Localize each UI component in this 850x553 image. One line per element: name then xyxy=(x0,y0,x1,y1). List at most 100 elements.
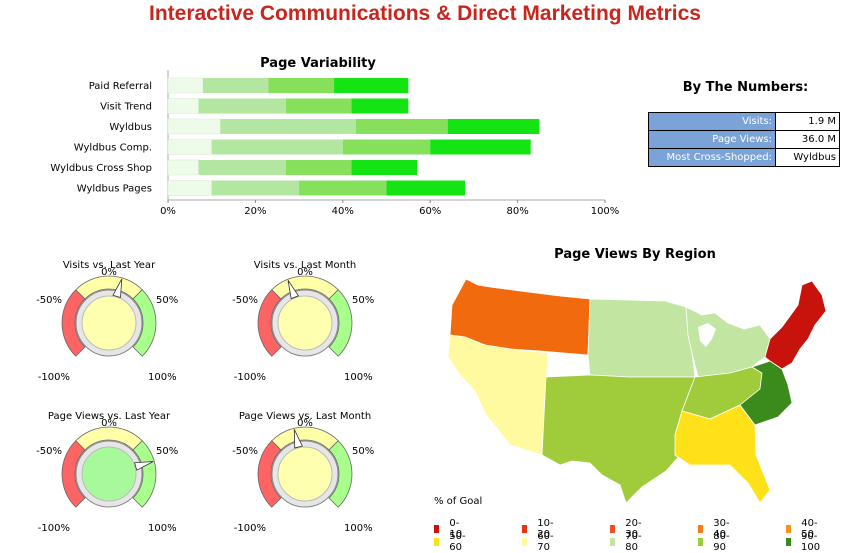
gauge-scale-label: 0% xyxy=(297,418,313,429)
numbers-value: Wyldbus xyxy=(775,148,840,167)
bar-segment xyxy=(167,180,212,196)
gauge-needle xyxy=(134,461,154,471)
numbers-row: Most Cross-Shopped: Wyldbus xyxy=(648,148,840,167)
bar-x-tick-label: 60% xyxy=(419,206,441,217)
legend-label: 90-100 xyxy=(800,531,821,553)
great-lakes xyxy=(698,323,716,347)
map-legend-item: 50-60 xyxy=(434,531,468,553)
bar-segment xyxy=(351,160,418,175)
gauge-scale-label: 50% xyxy=(352,295,374,306)
bar-x-tick-label: 80% xyxy=(506,206,528,217)
bar-category-label: Wyldbus Cross Shop xyxy=(50,163,152,174)
bar-segment xyxy=(386,180,466,196)
region-south-central xyxy=(541,374,696,504)
bar-chart-title: Page Variability xyxy=(260,56,376,71)
bar-segment xyxy=(351,98,409,114)
bar-category-label: Visit Trend xyxy=(100,102,152,113)
gauge-band xyxy=(328,440,353,508)
legend-swatch xyxy=(522,538,528,546)
region-southwest xyxy=(447,334,549,456)
gauge-scale-label: 0% xyxy=(297,267,313,278)
bar-segment xyxy=(167,77,204,94)
bar-x-tick-label: 100% xyxy=(591,206,620,217)
bar-segment xyxy=(198,98,286,114)
gauge-scale-label: -100% xyxy=(234,523,266,534)
gauge-scale-label: 100% xyxy=(148,523,177,534)
gauge-title: Page Views vs. Last Year xyxy=(48,411,171,422)
gauge-scale-label: -50% xyxy=(232,295,258,306)
numbers-title: By The Numbers: xyxy=(682,80,809,95)
legend-swatch xyxy=(698,525,704,533)
region-north-central xyxy=(587,298,696,378)
numbers-label: Visits: xyxy=(648,112,776,131)
map-legend-item: 10-20 xyxy=(522,518,556,540)
bar-x-tick-label: 20% xyxy=(244,206,266,217)
gauge-scale-label: 100% xyxy=(344,372,373,383)
map-legend-item: 40-50 xyxy=(786,518,820,540)
numbers-table: Visits: 1.9 M Page Views: 36.0 M Most Cr… xyxy=(648,112,840,167)
bar-segment xyxy=(220,119,356,134)
legend-swatch xyxy=(434,525,440,533)
legend-label: 70-80 xyxy=(625,531,642,553)
map-legend-item: 90-100 xyxy=(786,531,823,553)
legend-label: 50-60 xyxy=(449,531,466,553)
bar-segment xyxy=(167,98,199,114)
legend-label: 0-10 xyxy=(449,518,463,540)
gauge-face xyxy=(277,295,333,351)
bar-segment xyxy=(167,118,221,135)
gauge-scale-label: -50% xyxy=(36,446,62,457)
map-legend-item: 70-80 xyxy=(610,531,644,553)
gauge-scale-label: -100% xyxy=(38,523,70,534)
bar-x-tick-label: 40% xyxy=(332,206,354,217)
gauge-scale-label: -100% xyxy=(38,372,70,383)
gauge-title: Visits vs. Last Year xyxy=(63,260,156,271)
bar-segment xyxy=(211,180,300,196)
legend-swatch xyxy=(698,538,704,546)
numbers-label: Most Cross-Shopped: xyxy=(648,148,776,167)
gauge-face xyxy=(277,446,333,502)
bar-segment xyxy=(167,139,212,155)
bar-category-label: Wyldbus xyxy=(109,122,152,133)
bar-segment xyxy=(268,78,335,93)
map-title: Page Views By Region xyxy=(554,247,716,262)
page-title: Interactive Communications & Direct Mark… xyxy=(149,2,701,25)
legend-label: 10-20 xyxy=(537,518,554,540)
map-legend-title: % of Goal xyxy=(434,496,483,507)
gauge-scale-label: 100% xyxy=(344,523,373,534)
numbers-row: Visits: 1.9 M xyxy=(648,112,840,131)
numbers-value: 36.0 M xyxy=(775,130,840,149)
legend-swatch xyxy=(786,538,791,546)
gauge-scale-label: 50% xyxy=(352,446,374,457)
bar-segment xyxy=(299,180,387,196)
legend-label: 20-30 xyxy=(625,518,642,540)
legend-swatch xyxy=(786,525,792,533)
gauge-scale-label: 50% xyxy=(156,295,178,306)
gauge-title: Page Views vs. Last Month xyxy=(239,411,371,422)
legend-label: 60-70 xyxy=(537,531,554,553)
bar-segment xyxy=(447,119,540,134)
bar-segment xyxy=(342,139,431,155)
legend-label: 40-50 xyxy=(801,518,818,540)
bar-x-tick-label: 0% xyxy=(160,206,176,217)
gauge-scale-label: 100% xyxy=(148,372,177,383)
gauge-scale-label: 50% xyxy=(156,446,178,457)
legend-swatch xyxy=(522,525,528,533)
numbers-value: 1.9 M xyxy=(775,112,840,131)
gauge-needle xyxy=(293,429,303,449)
gauge-needle xyxy=(287,280,300,300)
region-northeast xyxy=(764,280,827,370)
map-legend-item: 30-40 xyxy=(698,518,732,540)
map-legend-item: 80-90 xyxy=(698,531,732,553)
numbers-row: Page Views: 36.0 M xyxy=(648,130,840,149)
gauge-needle xyxy=(112,278,123,298)
numbers-label: Page Views: xyxy=(648,130,776,149)
legend-label: 80-90 xyxy=(713,531,730,553)
bar-segment xyxy=(202,78,269,93)
page-variability-chart: Paid Referral Visit Trend Wyldbus Wyldbus C… xyxy=(50,70,620,217)
bar-segment xyxy=(355,119,448,134)
bar-category-label: Wyldbus Comp. xyxy=(74,143,152,154)
